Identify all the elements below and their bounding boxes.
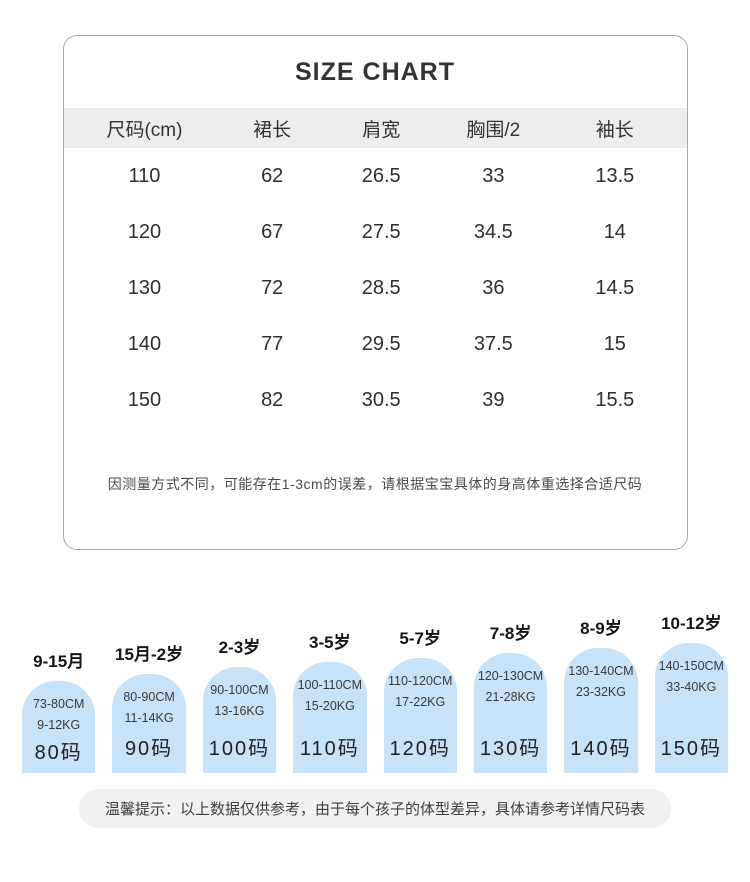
- footer-tip-row: 温馨提示：以上数据仅供参考，由于每个孩子的体型差异，具体请参考详情尺码表: [0, 789, 750, 828]
- cell-shoulder: 28.5: [361, 276, 401, 299]
- size-code: 140码: [570, 738, 632, 760]
- table-row: 110 62 26.5 33 13.5: [64, 148, 687, 204]
- table-row: 130 72 28.5 36 14.5: [64, 260, 687, 316]
- cell-size: 130: [127, 276, 162, 299]
- height-range: 140-150CM: [658, 659, 724, 673]
- cell-shoulder: 27.5: [361, 220, 401, 243]
- age-label: 2-3岁: [218, 638, 261, 657]
- column-header-sleeve: 袖长: [595, 119, 634, 141]
- size-bubble: 140-150CM 33-40KG 150码: [654, 643, 728, 773]
- age-label: 7-8岁: [489, 624, 532, 643]
- age-label: 3-5岁: [309, 633, 351, 652]
- age-size-item: 2-3岁 90-100CM 13-16KG 100码: [202, 633, 277, 773]
- size-table-panel: SIZE CHART 尺码(cm) 裙长 肩宽 胸围/2 袖长 110 62 2…: [62, 35, 688, 550]
- weight-range: 15-20KG: [304, 699, 355, 713]
- size-bubble: 80-90CM 11-14KG 90码: [112, 674, 186, 773]
- height-range: 80-90CM: [123, 690, 175, 704]
- age-size-item: 7-8岁 120-130CM 21-28KG 130码: [473, 619, 548, 773]
- age-label: 15月-2岁: [115, 645, 184, 664]
- cell-skirt: 77: [261, 332, 284, 355]
- size-code: 80码: [34, 742, 83, 764]
- weight-range: 23-32KG: [575, 685, 626, 699]
- page-title: SIZE CHART: [295, 58, 455, 86]
- table-header-row: 尺码(cm) 裙长 肩宽 胸围/2 袖长: [63, 108, 687, 148]
- age-size-item: 8-9岁 130-140CM 23-32KG 140码: [564, 614, 638, 773]
- cell-sleeve: 15.5: [595, 388, 635, 411]
- size-code: 130码: [479, 738, 542, 760]
- size-bubble: 110-120CM 17-22KG 120码: [383, 658, 457, 773]
- weight-range: 9-12KG: [37, 718, 81, 732]
- cell-sleeve: 14.5: [595, 276, 635, 299]
- cell-chest: 37.5: [473, 332, 513, 355]
- size-code: 100码: [208, 738, 271, 760]
- column-header-shoulder: 肩宽: [362, 119, 401, 141]
- height-range: 120-130CM: [477, 669, 544, 683]
- height-range: 100-110CM: [297, 678, 362, 692]
- weight-range: 21-28KG: [485, 690, 536, 704]
- cell-skirt: 82: [261, 388, 284, 411]
- size-bubble: 120-130CM 21-28KG 130码: [473, 653, 548, 773]
- height-range: 130-140CM: [568, 664, 634, 678]
- age-size-item: 9-15月 73-80CM 9-12KG 80码: [22, 647, 96, 773]
- table-row: 120 67 27.5 34.5 14: [64, 204, 687, 260]
- size-bubble: 130-140CM 23-32KG 140码: [564, 648, 638, 773]
- column-header-size: 尺码(cm): [106, 119, 183, 141]
- age-size-item: 10-12岁 140-150CM 33-40KG 150码: [654, 609, 728, 773]
- cell-chest: 33: [482, 164, 505, 187]
- age-label: 9-15月: [33, 652, 85, 671]
- size-bubble: 100-110CM 15-20KG 110码: [293, 662, 367, 773]
- age-label: 10-12岁: [661, 614, 722, 633]
- size-code: 110码: [299, 738, 360, 760]
- cell-skirt: 72: [261, 276, 284, 299]
- column-header-chest: 胸围/2: [466, 119, 521, 141]
- height-range: 90-100CM: [210, 683, 269, 697]
- size-code: 90码: [124, 738, 174, 760]
- size-code: 120码: [389, 738, 451, 760]
- cell-chest: 36: [482, 276, 505, 299]
- cell-skirt: 67: [261, 220, 284, 243]
- cell-skirt: 62: [261, 164, 284, 187]
- cell-size: 140: [127, 332, 162, 355]
- size-bubble: 90-100CM 13-16KG 100码: [202, 667, 277, 773]
- age-label: 8-9岁: [580, 619, 622, 638]
- footer-tip: 温馨提示：以上数据仅供参考，由于每个孩子的体型差异，具体请参考详情尺码表: [78, 789, 671, 828]
- column-header-skirt-length: 裙长: [253, 119, 292, 141]
- height-range: 110-120CM: [387, 674, 453, 688]
- weight-range: 33-40KG: [666, 680, 717, 694]
- size-bubble: 73-80CM 9-12KG 80码: [22, 681, 96, 773]
- age-label: 5-7岁: [399, 629, 441, 648]
- cell-shoulder: 30.5: [361, 388, 401, 411]
- cell-shoulder: 29.5: [361, 332, 401, 355]
- cell-sleeve: 15: [603, 332, 626, 355]
- cell-size: 120: [127, 220, 162, 243]
- cell-shoulder: 26.5: [361, 164, 401, 187]
- age-size-item: 15月-2岁 80-90CM 11-14KG 90码: [112, 640, 186, 773]
- height-range: 73-80CM: [32, 697, 85, 711]
- weight-range: 11-14KG: [124, 711, 174, 725]
- table-row: 150 82 30.5 39 15.5: [64, 372, 687, 428]
- cell-chest: 39: [482, 388, 505, 411]
- age-size-item: 3-5岁 100-110CM 15-20KG 110码: [293, 628, 367, 773]
- table-row: 140 77 29.5 37.5 15: [64, 316, 687, 372]
- cell-sleeve: 13.5: [595, 164, 635, 187]
- cell-sleeve: 14: [603, 220, 626, 243]
- measurement-note: 因测量方式不同，可能存在1-3cm的误差，请根据宝宝具体的身高体重选择合适尺码: [107, 476, 643, 492]
- weight-range: 17-22KG: [395, 695, 446, 709]
- weight-range: 13-16KG: [214, 704, 265, 718]
- age-size-item: 5-7岁 110-120CM 17-22KG 120码: [383, 624, 457, 773]
- cell-size: 150: [127, 388, 162, 411]
- cell-chest: 34.5: [473, 220, 513, 243]
- cell-size: 110: [128, 164, 161, 187]
- age-size-guide: 9-15月 73-80CM 9-12KG 80码 15月-2岁 80-90CM …: [0, 596, 750, 773]
- size-code: 150码: [660, 738, 722, 760]
